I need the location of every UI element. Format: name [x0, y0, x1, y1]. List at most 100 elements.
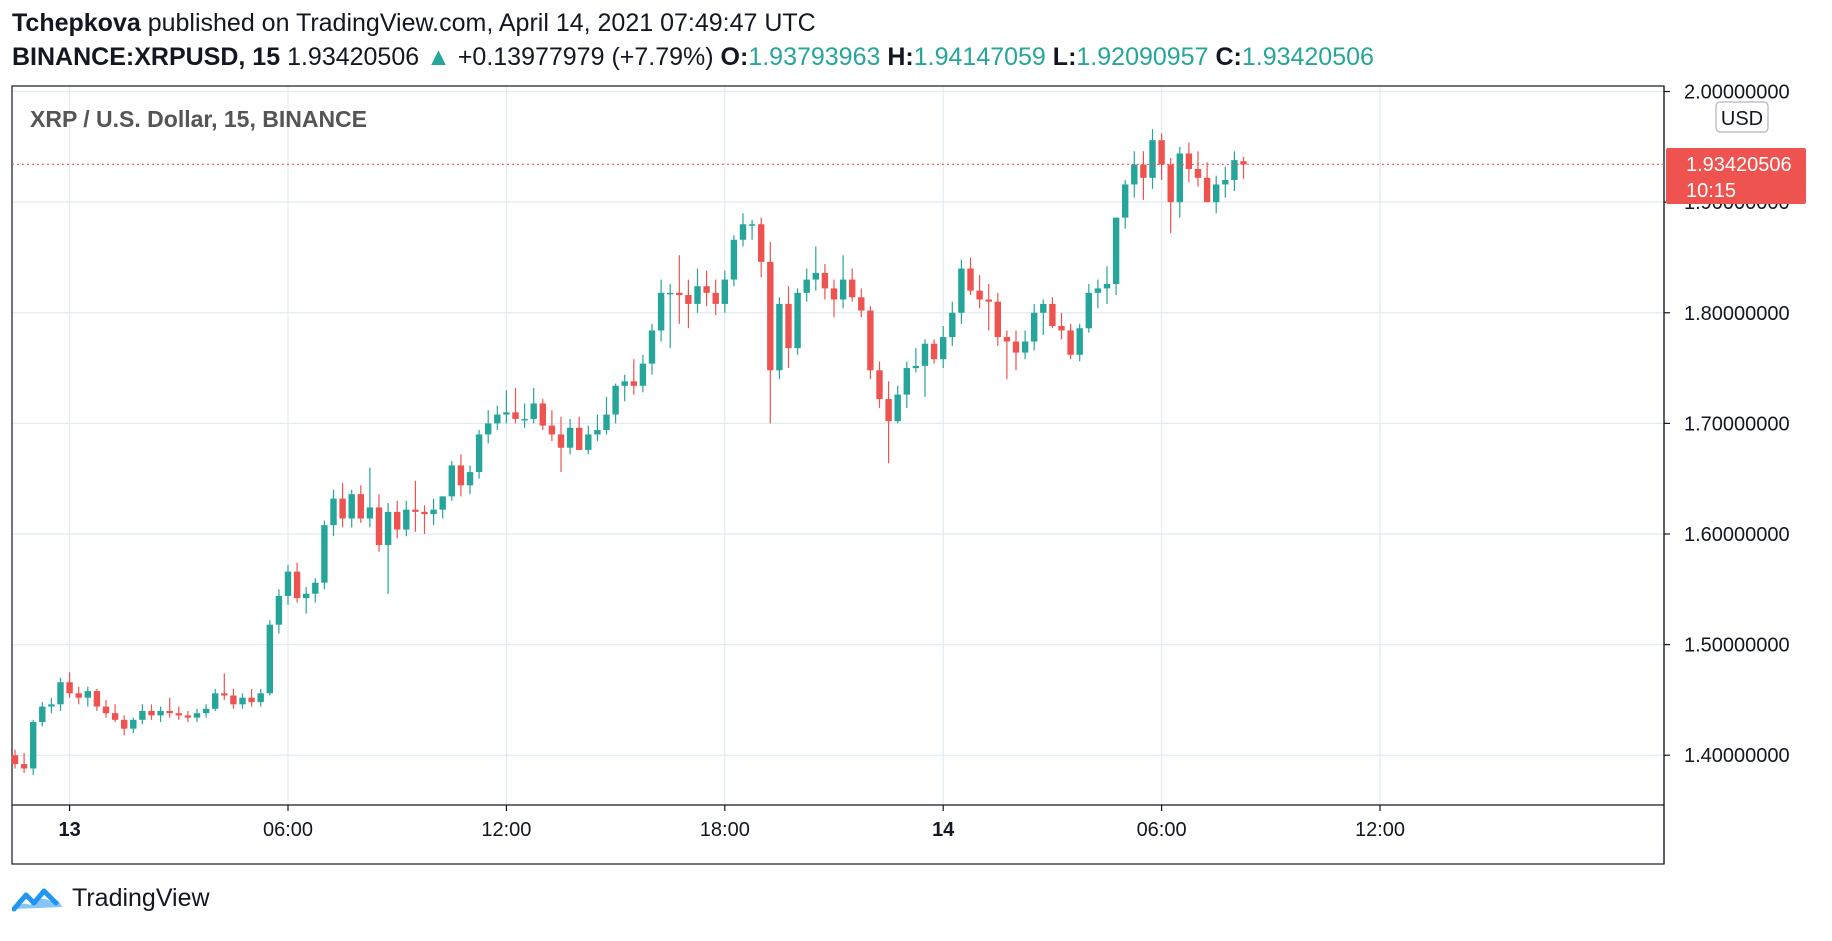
- candle-body: [557, 434, 565, 448]
- candle-body: [839, 279, 847, 300]
- candle-up: [839, 255, 847, 309]
- tradingview-brand[interactable]: TradingView: [72, 884, 210, 912]
- candle-body: [157, 710, 164, 716]
- candle-body: [366, 507, 374, 519]
- candle-body: [603, 414, 610, 431]
- candle-body: [439, 496, 446, 510]
- candle-up: [612, 383, 619, 424]
- candle-body: [949, 312, 956, 338]
- publish-line: Tchepkova published on TradingView.com, …: [12, 8, 1812, 38]
- candle-body: [11, 755, 19, 765]
- up-arrow-icon: ▲: [426, 43, 451, 71]
- candle-up: [657, 279, 665, 342]
- candle-up: [439, 496, 446, 519]
- candle-body: [66, 682, 73, 694]
- candle-up: [348, 489, 355, 528]
- footer: TradingView: [12, 884, 210, 913]
- candle-up: [448, 460, 455, 501]
- candle-body: [1085, 292, 1092, 329]
- low-value: 1.92090957: [1076, 43, 1209, 71]
- candle-body: [184, 715, 192, 718]
- author-name[interactable]: Tchepkova: [12, 9, 141, 37]
- high-label: H:: [887, 43, 914, 71]
- candle-down: [885, 381, 892, 464]
- candle-up: [1021, 330, 1029, 360]
- candle-body: [230, 695, 237, 705]
- candle-body: [248, 697, 255, 703]
- candle-body: [776, 303, 783, 371]
- candle-body: [1222, 180, 1229, 185]
- candle-body: [148, 710, 155, 716]
- candle-down: [712, 279, 719, 315]
- candle-up: [894, 385, 901, 424]
- candle-body: [339, 498, 346, 519]
- candle-down: [858, 288, 865, 318]
- candle-down: [849, 268, 856, 302]
- candle-up: [648, 323, 656, 375]
- candle-body: [694, 286, 701, 304]
- candle-down: [1240, 156, 1247, 179]
- candle-down: [339, 483, 346, 528]
- candle-up: [958, 259, 965, 324]
- time-tick-label: 12:00: [1355, 819, 1405, 841]
- candle-up: [921, 339, 929, 397]
- candle-down: [421, 505, 428, 534]
- candle-down: [166, 697, 173, 718]
- candle-body: [921, 343, 929, 366]
- candle-body: [594, 430, 601, 435]
- candle-body: [548, 425, 556, 435]
- candle-body: [39, 706, 46, 723]
- ohlc-line: BINANCE:XRPUSD, 15 1.93420506 ▲ +0.13977…: [12, 42, 1812, 72]
- candle-down: [75, 686, 82, 705]
- time-tick-label: 14: [932, 819, 955, 841]
- candle-body: [657, 292, 665, 331]
- candle-body: [703, 286, 710, 293]
- candle-down: [967, 257, 974, 296]
- candle-body: [266, 624, 273, 694]
- time-axis[interactable]: 13 06:00 12:00 18:00 14 06:00 12:00: [58, 805, 1405, 841]
- candle-body: [1040, 303, 1047, 313]
- candle-body: [876, 370, 883, 400]
- candle-down: [1140, 151, 1147, 200]
- chart-header: Tchepkova published on TradingView.com, …: [12, 8, 1812, 72]
- last-price-tag: 1.93420506 10:15: [1666, 148, 1806, 204]
- candle-down: [1194, 151, 1202, 187]
- candle-down: [512, 387, 519, 424]
- candle-body: [20, 764, 28, 769]
- candle-down: [767, 241, 774, 424]
- candle-down: [293, 562, 301, 603]
- candle-up: [776, 297, 783, 380]
- candle-body: [639, 363, 647, 386]
- candle-body: [457, 465, 465, 486]
- candle-body: [1094, 288, 1102, 293]
- candle-body: [1003, 337, 1011, 342]
- candle-down: [20, 753, 28, 773]
- candle-down: [1049, 297, 1056, 329]
- candle-body: [621, 381, 628, 386]
- last-price-countdown: 10:15: [1686, 180, 1736, 202]
- candle-body: [293, 571, 301, 599]
- currency-badge[interactable]: USD: [1715, 101, 1769, 133]
- candle-body: [257, 693, 264, 703]
- candle-body: [139, 710, 146, 720]
- candle-up: [730, 235, 738, 287]
- candle-body: [503, 412, 510, 415]
- candle-body: [830, 288, 838, 300]
- candle-up: [503, 390, 510, 424]
- candle-down: [548, 410, 556, 442]
- candle-body: [1240, 161, 1247, 165]
- candle-up: [384, 503, 392, 594]
- candle-body: [202, 708, 210, 714]
- candle-down: [1003, 330, 1011, 380]
- candle-down: [676, 255, 683, 324]
- candle-body: [1231, 160, 1238, 181]
- candle-body: [667, 292, 674, 295]
- candles: [11, 129, 1247, 776]
- close-value: 1.93420506: [1241, 43, 1374, 71]
- open-label: O:: [720, 43, 749, 71]
- candle-body: [412, 509, 419, 512]
- candle-down: [221, 673, 228, 700]
- candle-body: [57, 682, 64, 705]
